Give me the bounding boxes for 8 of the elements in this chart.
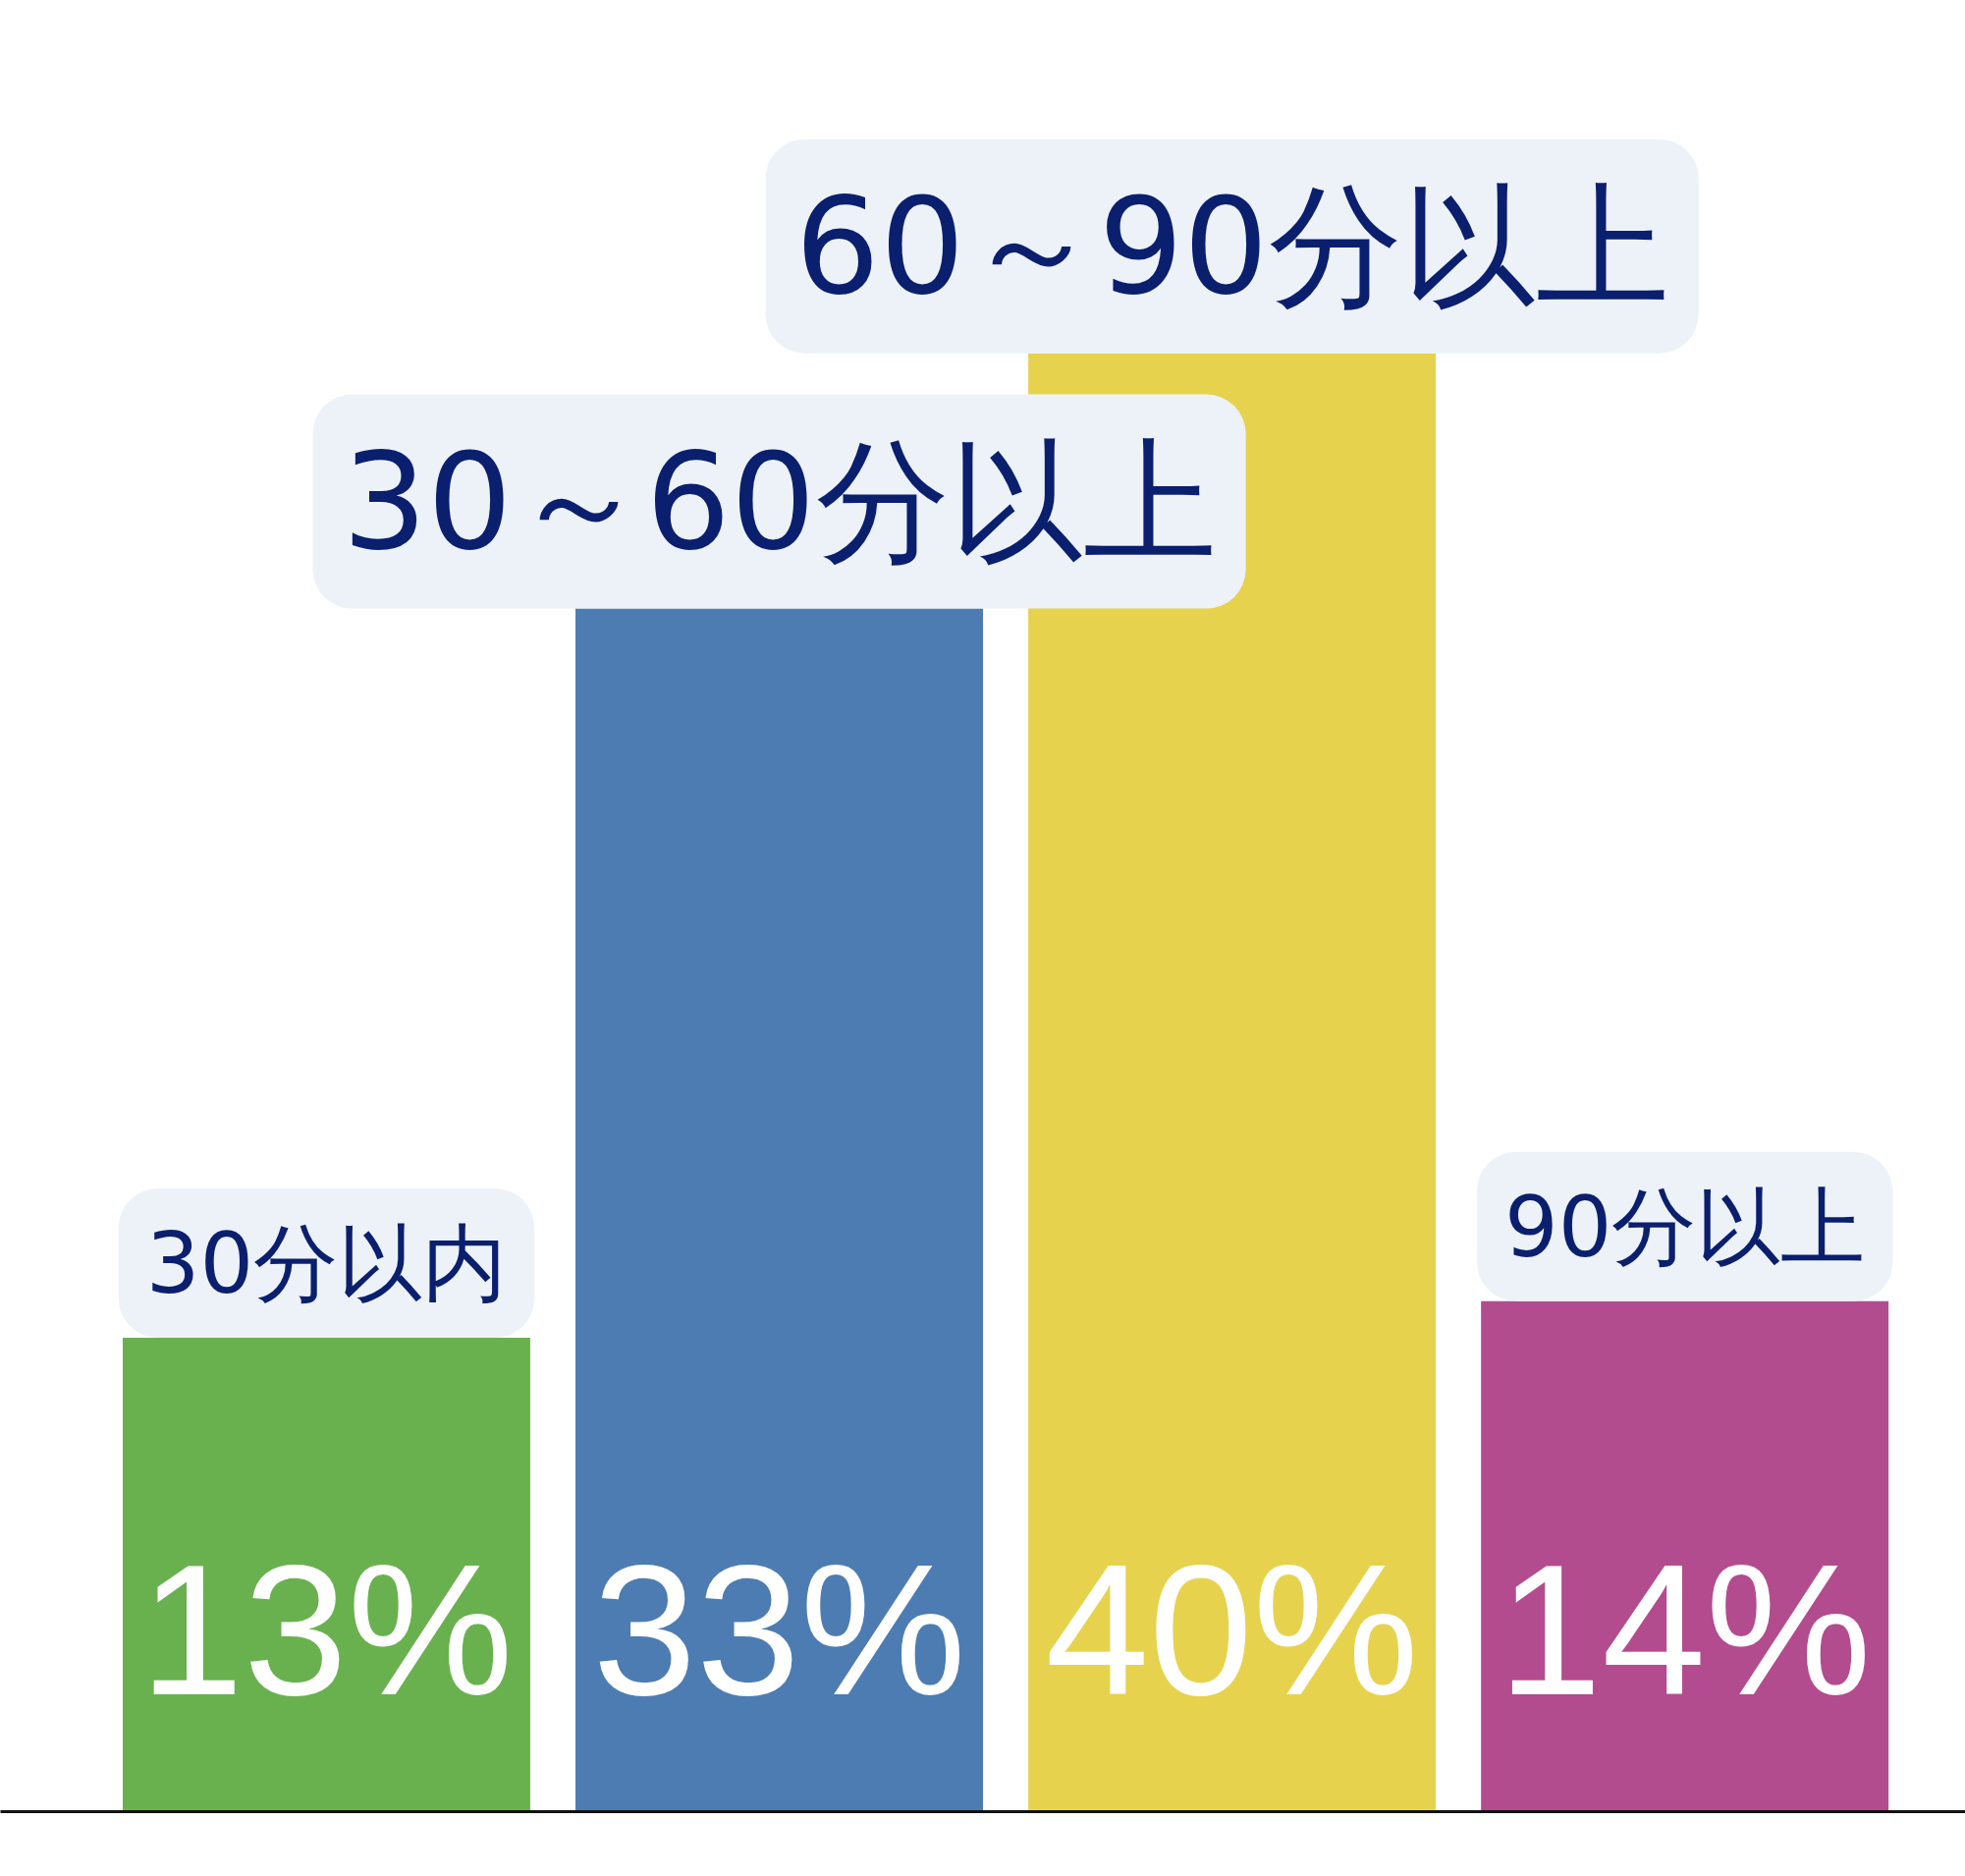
x-tick-label: 60～90分以上 — [794, 168, 1669, 324]
data-label: 14% — [1498, 1524, 1872, 1734]
x-tick-label: 30分以内 — [145, 1213, 508, 1312]
data-label: 40% — [1045, 1524, 1419, 1734]
data-label: 13% — [139, 1524, 514, 1734]
x-tick-label: 30～60分以上 — [342, 423, 1217, 579]
x-tick-label: 90分以上 — [1503, 1177, 1866, 1276]
data-label: 33% — [592, 1524, 966, 1734]
